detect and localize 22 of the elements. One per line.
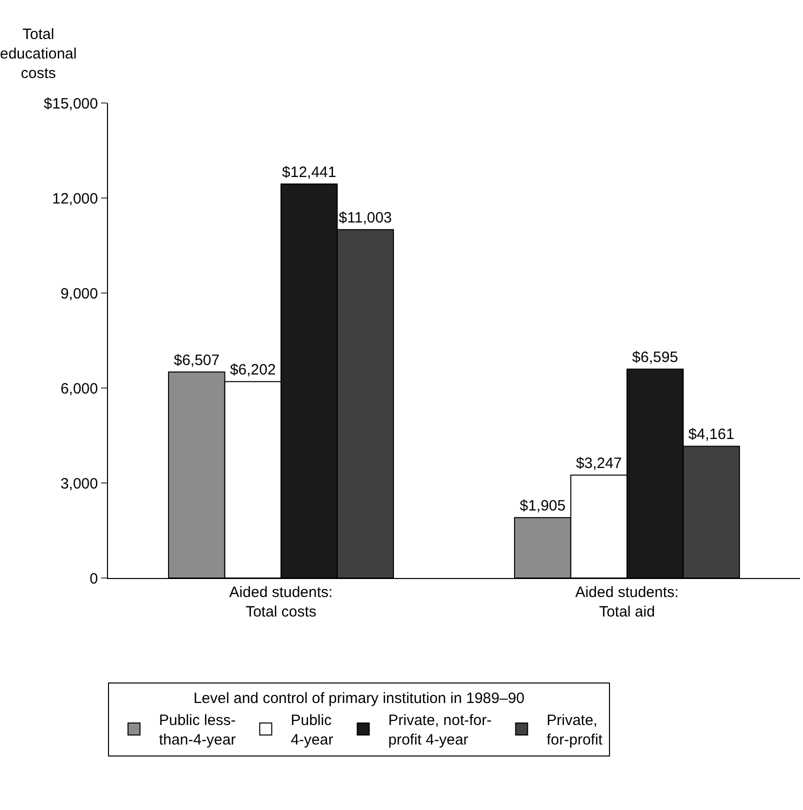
- y-tick-label: 0: [90, 570, 98, 588]
- legend-title: Level and control of primary institution in 1989–90: [193, 690, 525, 707]
- data-label: $12,441: [282, 164, 336, 182]
- y-tick-label: 3,000: [60, 475, 98, 492]
- legend-label: Private, for-profit: [546, 712, 604, 749]
- legend-label: Public 4-year: [290, 712, 334, 749]
- data-label: $11,003: [338, 210, 392, 227]
- y-tick-label: $15,000: [44, 95, 98, 112]
- data-label: $1,905: [520, 498, 566, 515]
- x-tick-label: Aided students: Total aid: [575, 584, 679, 620]
- y-axis-title: Total educational costs: [0, 26, 77, 82]
- data-label: $4,161: [688, 426, 734, 444]
- y-tick-label: 6,000: [60, 380, 98, 398]
- legend-label: Private, not-for- profit 4-year: [388, 712, 492, 749]
- y-tick-label: 12,000: [52, 190, 98, 208]
- data-label: $6,507: [174, 352, 220, 369]
- x-tick-label: Aided students: Total costs: [229, 584, 333, 620]
- data-label: $6,202: [230, 362, 276, 379]
- data-label: $3,247: [576, 455, 622, 472]
- y-tick-label: 9,000: [60, 285, 98, 302]
- data-label: $6,595: [632, 349, 678, 366]
- legend-label: Public less- than-4-year: [159, 712, 236, 749]
